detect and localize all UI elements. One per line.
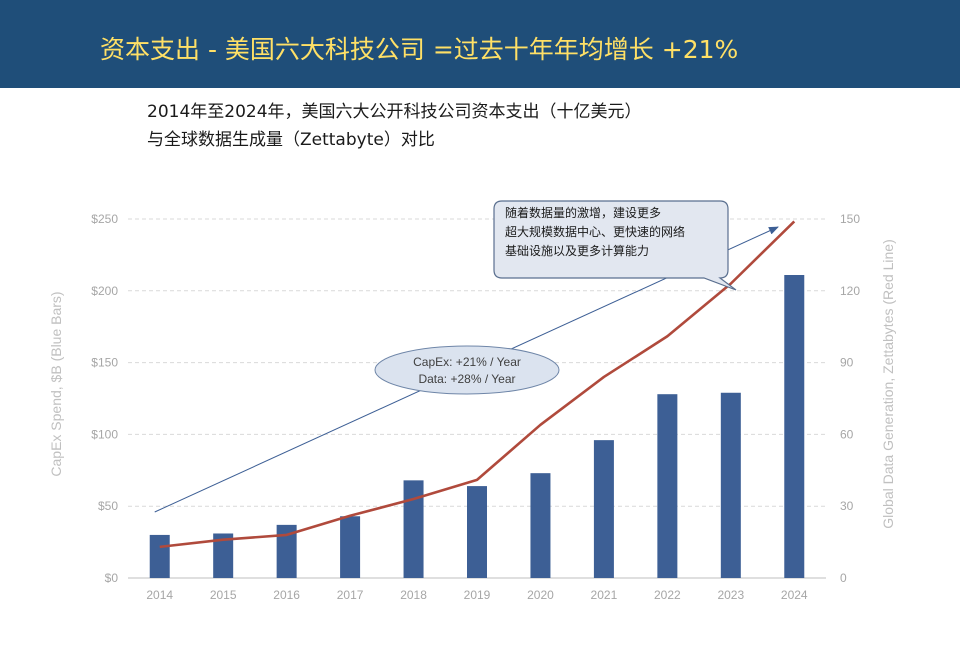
x-tick-label: 2021 xyxy=(591,588,618,602)
left-axis-ticks: $0 $50 $100 $150 $200 $250 xyxy=(91,212,118,585)
capex-bar xyxy=(149,534,170,578)
x-tick-label: 2019 xyxy=(464,588,491,602)
capex-bar xyxy=(467,486,487,578)
right-axis-ticks: 0 30 60 90 120 150 xyxy=(840,212,860,585)
left-tick-label: $250 xyxy=(91,212,118,226)
ellipse-data-label: Data: +28% / Year xyxy=(418,372,515,386)
right-tick-label: 60 xyxy=(840,427,854,441)
page-title: 资本支出 - 美国六大科技公司 =过去十年年均增长 +21% xyxy=(100,35,739,64)
growth-ellipse-shape xyxy=(374,345,560,395)
right-tick-label: 150 xyxy=(840,212,860,226)
right-tick-label: 120 xyxy=(840,284,860,298)
capex-bar xyxy=(593,440,614,578)
x-tick-label: 2020 xyxy=(527,588,554,602)
callout-line-3: 基础设施以及更多计算能力 xyxy=(505,243,649,258)
left-tick-label: $100 xyxy=(91,427,118,441)
header-bar xyxy=(0,0,960,88)
x-tick-label: 2014 xyxy=(146,588,173,602)
capex-bar xyxy=(213,533,234,578)
right-axis-title: Global Data Generation, Zettabytes (Red … xyxy=(880,239,896,529)
growth-ellipse: CapEx: +21% / Year Data: +28% / Year xyxy=(374,345,560,395)
subtitle-line-2: 与全球数据生成量（Zettabyte）对比 xyxy=(147,130,435,150)
x-tick-label: 2024 xyxy=(781,588,808,602)
data-generation-polyline xyxy=(159,220,796,549)
x-tick-label: 2023 xyxy=(717,588,744,602)
chart-subtitle: 2014年至2024年，美国六大公开科技公司资本支出（十亿美元） 与全球数据生成… xyxy=(147,98,642,154)
capex-bars xyxy=(149,275,805,578)
callout-line-1: 随着数据量的激增，建设更多 xyxy=(505,205,661,220)
left-tick-label: $50 xyxy=(98,499,118,513)
x-tick-label: 2016 xyxy=(273,588,300,602)
capex-bar xyxy=(657,394,678,578)
left-tick-label: $0 xyxy=(105,571,119,585)
capex-bar xyxy=(530,473,551,578)
x-tick-label: 2017 xyxy=(337,588,364,602)
callout-box: 随着数据量的激增，建设更多 超大规模数据中心、更快速的网络 基础设施以及更多计算… xyxy=(493,200,737,291)
callout-line-2: 超大规模数据中心、更快速的网络 xyxy=(505,224,685,239)
left-tick-label: $200 xyxy=(91,284,118,298)
x-tick-label: 2015 xyxy=(210,588,237,602)
x-axis-ticks: 2014 2015 2016 2017 2018 2019 2020 2021 2022 2023… xyxy=(146,588,808,602)
callout-shape xyxy=(493,200,737,291)
capex-bar xyxy=(276,524,297,578)
capex-bar xyxy=(784,275,805,578)
left-tick-label: $150 xyxy=(91,356,118,370)
x-tick-label: 2018 xyxy=(400,588,427,602)
left-axis-title: CapEx Spend, $B (Blue Bars) xyxy=(48,291,64,476)
x-tick-label: 2022 xyxy=(654,588,681,602)
right-tick-label: 30 xyxy=(840,499,854,513)
capex-bar xyxy=(720,392,741,578)
capex-bar xyxy=(403,480,424,578)
ellipse-capex-label: CapEx: +21% / Year xyxy=(413,355,521,369)
right-tick-label: 0 xyxy=(840,571,847,585)
subtitle-line-1: 2014年至2024年，美国六大公开科技公司资本支出（十亿美元） xyxy=(147,102,642,122)
data-generation-line xyxy=(159,220,796,549)
capex-bar xyxy=(340,516,361,578)
right-tick-label: 90 xyxy=(840,356,854,370)
